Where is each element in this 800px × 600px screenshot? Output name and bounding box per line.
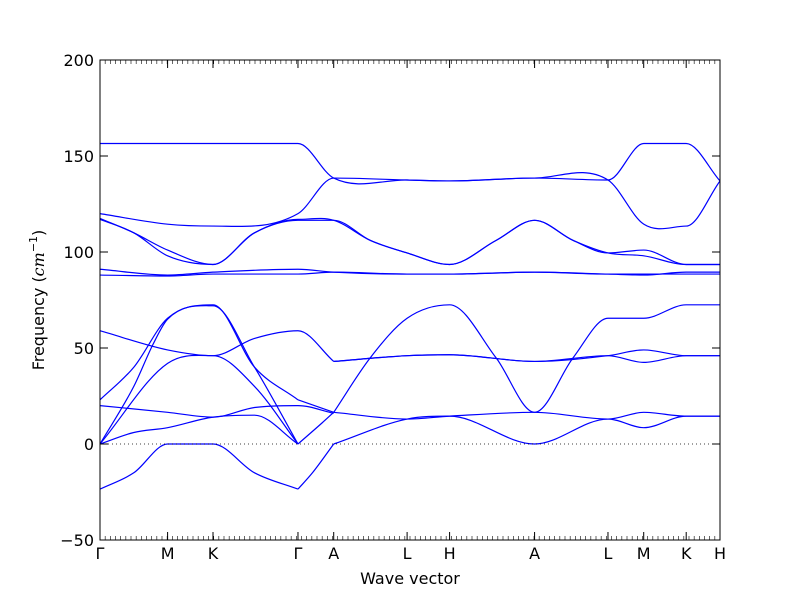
x-tick-label: M [637,544,651,563]
y-tick-label: 200 [63,51,94,70]
band-line-21 [100,142,721,185]
band-line-8 [99,330,335,362]
x-tick-label: H [714,544,726,563]
x-minor-ticks [99,60,721,540]
x-tick-label: L [604,544,613,563]
y-tick-label: 0 [84,435,94,454]
y-tick-label: 50 [74,339,94,358]
band-lines [99,142,721,490]
y-axis-ticks: −50 0 50 100 150 200 [60,51,720,550]
y-tick-label: −50 [60,531,94,550]
band-line-15 [333,304,720,413]
plot-frame [99,59,721,541]
x-tick-label: H [444,544,456,563]
band-line-6 [99,354,299,445]
band-line-3 [99,404,334,418]
x-tick-label: M [161,544,175,563]
band-line-19 [99,217,720,266]
x-tick-label: A [328,544,339,563]
x-tick-label: Γ [96,544,105,563]
band-line-12 [333,411,720,420]
y-tick-label: 150 [63,147,94,166]
y-axis-label: Frequency (cm−1) [27,230,48,371]
band-line-20 [99,172,721,230]
x-axis-label: Wave vector [360,569,460,588]
x-tick-label: K [681,544,692,563]
band-line-7 [99,304,299,401]
band-line-11 [333,415,720,445]
band-line-14 [333,354,720,364]
x-tick-label: L [403,544,412,563]
band-line-5 [99,305,299,445]
band-line-1 [99,443,299,490]
x-tick-label: A [529,544,540,563]
x-tick-label: K [208,544,219,563]
band-line-9 [297,411,335,445]
band-line-2 [297,443,335,490]
band-line-10 [297,399,334,413]
band-line-4 [99,414,299,445]
band-line-17 [99,268,720,276]
y-tick-label: 100 [63,243,94,262]
x-tick-label: Γ [294,544,303,563]
